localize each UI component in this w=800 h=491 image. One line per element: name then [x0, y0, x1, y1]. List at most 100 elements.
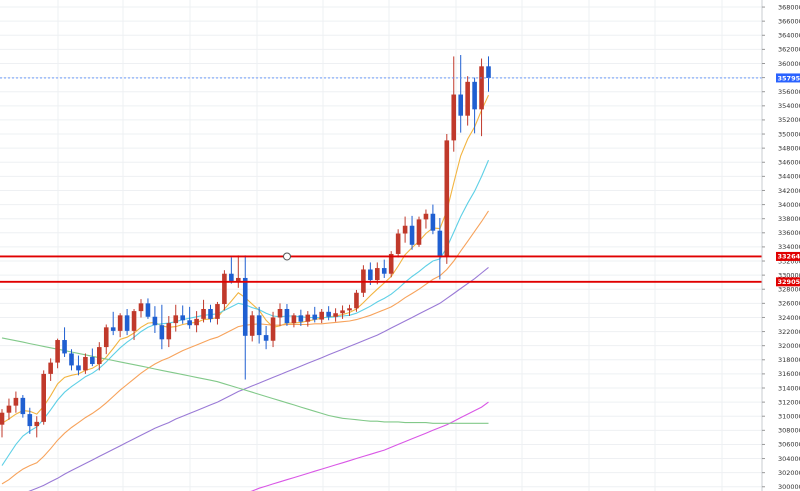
- candle-body: [291, 315, 297, 324]
- candle: [215, 301, 220, 325]
- axis-tick-label: 352000: [778, 116, 800, 124]
- candle-body: [194, 318, 199, 326]
- axis-tick-label: 316000: [778, 370, 800, 378]
- candle-body: [159, 325, 165, 340]
- candle: [312, 306, 318, 323]
- price-tag-label: 332649: [778, 253, 800, 261]
- candle-body: [388, 253, 394, 274]
- candle: [465, 76, 470, 126]
- axis-tick-label: 326000: [778, 300, 800, 308]
- axis-tick-label: 308000: [778, 427, 800, 435]
- candle-body: [249, 315, 255, 336]
- candle-body: [270, 317, 276, 341]
- candle-body: [187, 320, 192, 326]
- candle-body: [117, 315, 123, 331]
- axis-tick-label: 328000: [778, 286, 800, 294]
- candle-body: [110, 327, 116, 331]
- candle: [194, 311, 199, 333]
- candle-body: [312, 314, 318, 320]
- axis-tick-label: 334000: [778, 243, 800, 251]
- candle-body: [472, 81, 477, 110]
- axis-tick-label: 366000: [778, 17, 800, 25]
- candle-body: [479, 66, 484, 110]
- candle-body: [395, 233, 401, 254]
- candle-body: [6, 405, 12, 413]
- candle-body: [20, 397, 26, 415]
- candle: [263, 325, 269, 350]
- axis-tick-label: 324000: [778, 314, 800, 322]
- price-tag-label: 329051: [778, 278, 800, 286]
- candle: [13, 391, 19, 413]
- candle: [124, 308, 130, 336]
- candle: [284, 304, 290, 326]
- candle-body: [97, 347, 102, 365]
- candle: [270, 311, 276, 348]
- price-tags: 357950 332649 329051: [776, 73, 800, 287]
- axis-tick-label: 344000: [778, 173, 800, 181]
- candle-body: [103, 327, 109, 348]
- candle-body: [458, 94, 463, 116]
- candle: [416, 216, 422, 247]
- candle: [180, 305, 185, 324]
- candle-body: [444, 140, 450, 257]
- candle: [479, 58, 484, 137]
- candle-body: [138, 303, 144, 312]
- axis-tick-label: 330000: [778, 271, 800, 279]
- candle-body: [34, 421, 40, 427]
- candle-body: [375, 268, 380, 281]
- candle: [173, 304, 179, 332]
- axis-tick-label: 362000: [778, 46, 800, 54]
- candle-body: [437, 230, 443, 257]
- candle-body: [402, 225, 408, 234]
- moving-average-line: [28, 266, 489, 491]
- moving-average-line: [1, 337, 489, 424]
- candle: [291, 313, 297, 328]
- candle: [340, 305, 345, 319]
- candle-body: [416, 219, 422, 245]
- candle-body: [13, 397, 19, 406]
- candle: [97, 342, 102, 371]
- axis-tick-label: 346000: [778, 159, 800, 167]
- candle-body: [486, 66, 491, 78]
- axis-tick-label: 310000: [778, 413, 800, 421]
- candle-body: [423, 213, 429, 220]
- axis-tick-label: 300000: [778, 483, 800, 491]
- candle: [444, 134, 450, 264]
- candle: [347, 304, 352, 317]
- candle-body: [145, 303, 151, 317]
- candle-body: [298, 315, 304, 322]
- candle: [451, 56, 457, 152]
- axis-tick-label: 314000: [778, 384, 800, 392]
- candle: [409, 215, 415, 250]
- candle: [159, 304, 165, 350]
- candle: [131, 308, 137, 341]
- candle-body: [90, 356, 95, 365]
- candle: [402, 216, 408, 243]
- horizontal-lines[interactable]: [0, 252, 762, 283]
- axis-tick-label: 322000: [778, 328, 800, 336]
- candle-body: [222, 273, 227, 305]
- price-tag: [776, 251, 800, 261]
- axis-tick-label: 304000: [778, 455, 800, 463]
- axis-tick-label: 354000: [778, 102, 800, 110]
- candle-body: [201, 308, 206, 319]
- candle-body: [347, 308, 352, 311]
- candle: [229, 257, 234, 284]
- axis-tick-label: 302000: [778, 469, 800, 477]
- axis-tick-label: 350000: [778, 130, 800, 138]
- candle: [117, 313, 123, 338]
- axis-tick-label: 332000: [778, 257, 800, 265]
- candle: [256, 306, 262, 344]
- candle: [41, 370, 46, 425]
- candle: [222, 270, 227, 311]
- candle: [55, 338, 60, 369]
- axis-tick-label: 340000: [778, 201, 800, 209]
- candle: [381, 259, 387, 278]
- candle-body: [256, 315, 262, 336]
- price-axis[interactable]: 300000 302000 304000 306000 308000 310000 3120…: [761, 0, 800, 491]
- line-drag-handle[interactable]: [283, 252, 291, 261]
- candle-body: [465, 81, 470, 116]
- candle-body: [305, 314, 311, 322]
